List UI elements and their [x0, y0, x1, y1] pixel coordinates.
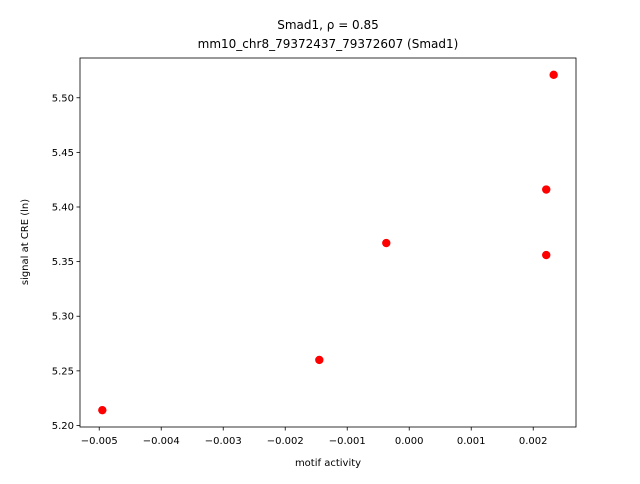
point [382, 238, 391, 248]
plot-frame [79, 57, 577, 428]
y-tick-label: 5.20 [52, 421, 74, 432]
x-tick-label: −0.002 [267, 436, 304, 447]
chart-subtitle: mm10_chr8_79372437_79372607 (Smad1) [198, 37, 459, 51]
y-tick-label: 5.50 [52, 93, 74, 104]
point [542, 185, 551, 194]
x-tick-label: −0.003 [205, 436, 242, 447]
x-tick-label: −0.005 [81, 436, 118, 447]
point [315, 355, 324, 365]
y-tick-label: 5.35 [52, 257, 74, 268]
y-tick-label: 5.30 [52, 312, 74, 323]
point [542, 250, 551, 260]
y-tick-label: 5.25 [52, 366, 74, 377]
y-tick-label: 5.40 [52, 202, 74, 213]
x-tick-label: −0.004 [143, 436, 180, 447]
chart-title: Smad1, ρ = 0.85 [277, 18, 379, 32]
x-tick-label: 0.000 [395, 436, 424, 447]
point [98, 405, 107, 415]
x-axis-label: motif activity [295, 458, 361, 469]
y-tick-label: 5.45 [52, 148, 74, 159]
y-axis-label: signal at CRE (ln) [20, 199, 31, 285]
x-tick-label: −0.001 [329, 436, 366, 447]
x-tick-label: 0.001 [457, 436, 486, 447]
x-tick-label: 0.002 [519, 436, 548, 447]
point [549, 70, 558, 80]
